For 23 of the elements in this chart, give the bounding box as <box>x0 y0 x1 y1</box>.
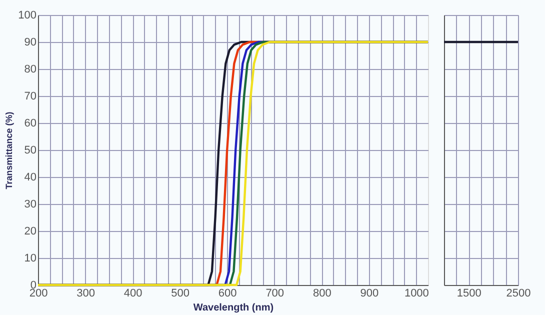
x-tick-label: 300 <box>76 288 95 300</box>
x-tick-label: 800 <box>312 288 332 300</box>
y-tick-label: 70 <box>24 90 36 102</box>
x-tick-label: 500 <box>171 288 190 300</box>
x-tick-label: 700 <box>266 288 284 300</box>
x-tick-label: 2500 <box>506 288 531 300</box>
x-tick-label: 200 <box>29 288 48 300</box>
y-tick-label: 20 <box>24 226 36 238</box>
x-axis-title: Wavelength (nm) <box>193 302 274 314</box>
x-tick-label: 400 <box>124 288 142 300</box>
y-tick-label: 30 <box>24 198 36 210</box>
y-tick-label: 100 <box>18 10 36 22</box>
x-tick-label: 1000 <box>404 288 429 300</box>
y-tick-label: 60 <box>24 118 36 130</box>
y-tick-label: 10 <box>24 252 36 264</box>
y-tick-label: 40 <box>24 172 36 184</box>
y-tick-label: 50 <box>24 144 36 156</box>
y-axis-title: Transmittance (%) <box>4 112 14 190</box>
x-tick-label: 1500 <box>456 288 482 300</box>
y-tick-label: 90 <box>24 36 36 48</box>
y-tick-label: 80 <box>24 64 36 76</box>
x-tick-label: 900 <box>360 288 379 300</box>
x-tick-label: 600 <box>218 288 237 300</box>
